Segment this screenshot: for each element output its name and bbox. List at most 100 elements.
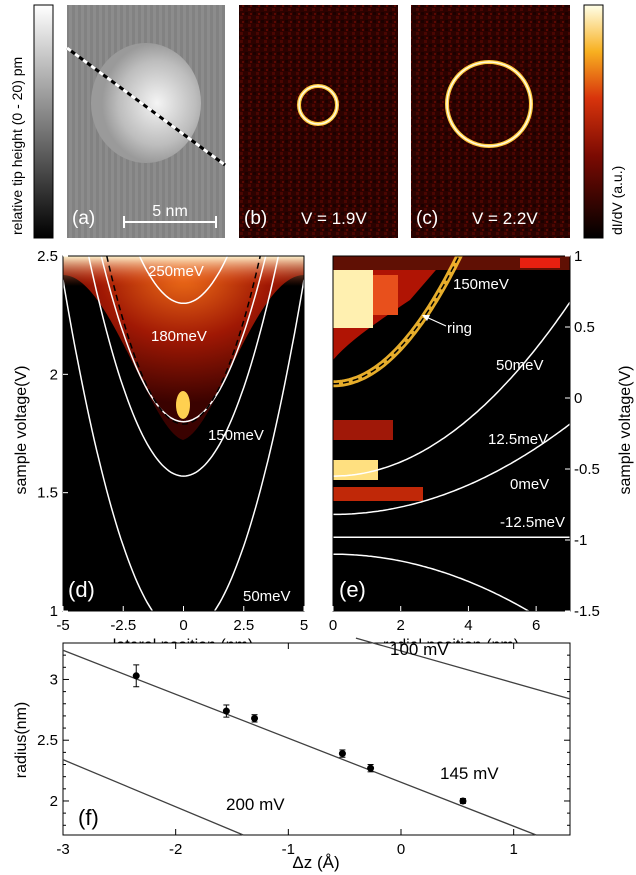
ticklabel-d-x-2: 0	[179, 617, 187, 634]
contour-label-250: 250meV	[148, 263, 204, 280]
panel-b-ring-core	[298, 85, 338, 125]
panel-c-image	[411, 5, 570, 238]
contour-label-e-12p5: 12.5meV	[488, 431, 548, 448]
panel-e-patch-3	[333, 460, 378, 480]
data-point-1	[222, 707, 230, 715]
panel-a-cut-line-dash	[66, 46, 226, 167]
dispersion-fit-d	[105, 256, 262, 425]
ticklabel-e-y-4: 0.5	[574, 319, 595, 336]
line-label-145: 145 mV	[440, 764, 499, 783]
line-label-200: 200 mV	[226, 795, 285, 814]
ticklabel-f-x-0: -3	[56, 841, 69, 858]
ticklabel-e-x-3: 6	[532, 617, 540, 634]
colorbar-left-label: relative tip height (0 - 20) pm	[9, 57, 25, 235]
contour-label-50: 50meV	[243, 588, 291, 605]
panel-e-frame	[332, 255, 571, 612]
panel-a-disc	[91, 43, 201, 163]
ticklabel-d-y-1: 1.5	[37, 485, 58, 502]
fit-line-0	[355, 637, 571, 700]
panel-c-ring-core	[446, 61, 532, 147]
ticklabel-f-y-2: 3	[50, 671, 58, 688]
panel-f-frame	[62, 642, 571, 836]
contour-d-3	[63, 279, 304, 611]
ticklabel-d-y-2: 2	[50, 366, 58, 383]
data-point-5	[459, 797, 467, 805]
panel-e-tag: (e)	[339, 577, 366, 602]
panel-a-tag: (a)	[72, 208, 95, 229]
dispersion-fit-e	[333, 256, 460, 385]
ticklabel-e-y-2: -0.5	[574, 461, 600, 478]
contour-label-180: 180meV	[151, 328, 207, 345]
colorbar-gray	[33, 4, 54, 239]
ticklabel-d-x-1: -2.5	[110, 617, 136, 634]
panel-e: 150meV ring 50meV 12.5meV 0meV -12.5meV …	[329, 248, 634, 654]
contour-label-e-m12p5: -12.5meV	[500, 514, 565, 531]
panel-e-bright	[333, 268, 373, 328]
panel-a: 5 nm (a)	[66, 5, 226, 238]
ring-label: ring	[447, 320, 472, 337]
panel-d-hotspot	[176, 391, 190, 419]
panel-f-ylabel: radius(nm)	[13, 702, 30, 778]
contour-e-4	[333, 553, 530, 611]
contour-label-e-150: 150meV	[453, 276, 509, 293]
fit-line-2	[62, 759, 244, 836]
panel-e-patch-1	[373, 275, 398, 315]
contour-d-0	[138, 256, 229, 305]
contour-d-2	[87, 256, 280, 477]
contour-label-150: 150meV	[208, 427, 264, 444]
data-point-4	[367, 764, 375, 772]
ticklabel-d-x-0: -5	[56, 617, 69, 634]
ticklabel-e-y-5: 1	[574, 248, 582, 265]
panel-c-tag: (c)	[416, 208, 438, 229]
data-point-0	[132, 672, 140, 680]
data-point-3	[338, 750, 346, 758]
ticklabel-f-x-2: -1	[282, 841, 295, 858]
ticklabel-d-x-4: 5	[300, 617, 308, 634]
panel-b-image	[239, 5, 398, 238]
panel-c: (c) V = 2.2V	[411, 5, 570, 238]
scalebar-label: 5 nm	[152, 203, 188, 220]
panel-e-top	[333, 256, 570, 270]
ticklabel-f-x-4: 1	[509, 841, 517, 858]
panel-d-tag: (d)	[68, 577, 95, 602]
panel-b-voltage: V = 1.9V	[301, 209, 367, 228]
ticklabel-e-x-1: 2	[397, 617, 405, 634]
colorbar-right-label: dI/dV (a.u.)	[609, 166, 625, 235]
panel-f: -3 -2 -1 0 1 2 2.5 3 100 mV 145 mV 200 mV (f) Δ…	[13, 637, 571, 872]
contour-e-1	[333, 301, 570, 477]
panel-e-corner	[520, 258, 560, 268]
panel-f-tag: (f)	[78, 805, 99, 830]
ticklabel-e-x-0: 0	[329, 617, 337, 634]
ticklabel-d-x-3: 2.5	[233, 617, 254, 634]
panel-d-band	[63, 256, 304, 440]
panel-c-voltage: V = 2.2V	[472, 209, 538, 228]
ticklabel-f-y-0: 2	[50, 793, 58, 810]
ring-arrowhead	[422, 315, 430, 321]
panel-e-patch-2	[333, 420, 393, 440]
ticklabel-e-y-3: 0	[574, 390, 582, 407]
ticklabel-e-x-2: 4	[464, 617, 472, 634]
panel-e-patch-4	[333, 487, 423, 501]
data-point-2	[251, 714, 259, 722]
panel-b: (b) V = 1.9V	[239, 5, 398, 238]
panel-f-xlabel: Δz (Å)	[292, 853, 339, 872]
contour-label-e-50: 50meV	[496, 357, 544, 374]
ticklabel-f-y-1: 2.5	[37, 732, 58, 749]
panel-d-ylabel: sample voltage(V)	[13, 366, 30, 495]
panel-d: 250meV 180meV 150meV 50meV (d) -5 -2.5 0 2.…	[13, 248, 308, 654]
fit-line-1	[62, 649, 537, 836]
ticklabel-f-x-3: 0	[397, 841, 405, 858]
colorbar-hot	[583, 4, 604, 239]
line-label-100: 100 mV	[390, 640, 449, 659]
contour-e-2	[333, 423, 570, 516]
contour-label-e-0: 0meV	[510, 476, 549, 493]
ticklabel-f-x-1: -2	[169, 841, 182, 858]
ticklabel-e-y-1: -1	[574, 532, 587, 549]
panel-e-ylabel: sample voltage(V)	[617, 366, 634, 495]
contour-d-1	[100, 256, 267, 423]
panel-b-tag: (b)	[244, 208, 267, 229]
ticklabel-d-y-3: 2.5	[37, 248, 58, 265]
ticklabel-e-y-0: -1.5	[574, 603, 600, 620]
ticklabel-d-y-0: 1	[50, 603, 58, 620]
